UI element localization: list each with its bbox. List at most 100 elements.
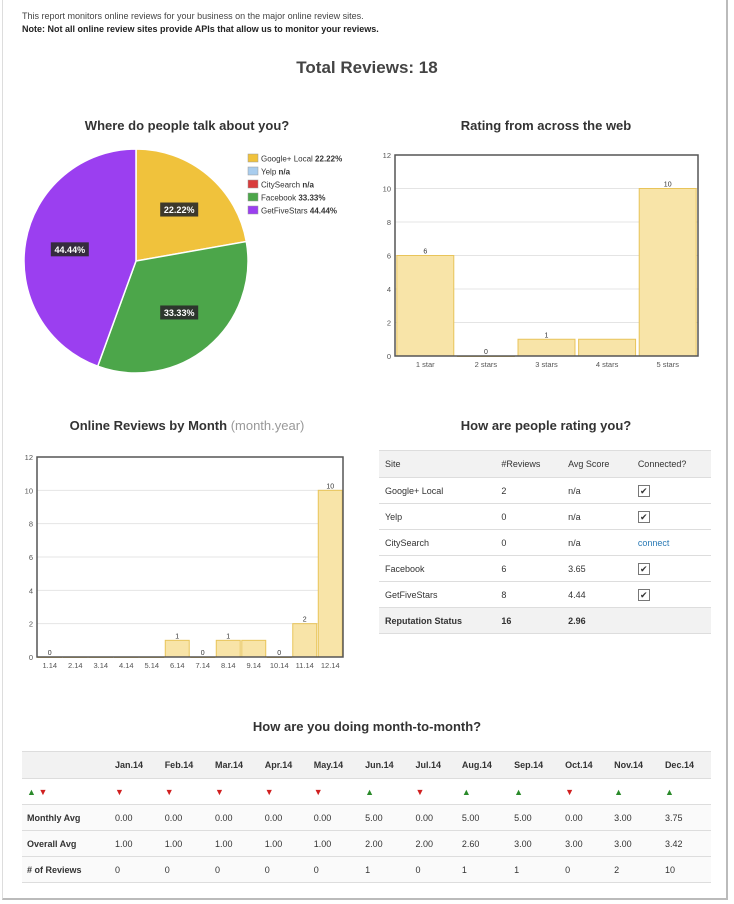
connected-cell: ✔ [631,503,711,530]
value-cell: 1.00 [159,830,211,857]
rating-ytick-0: 0 [387,352,391,361]
connected-checkbox[interactable]: ✔ [637,510,650,523]
value-cell: 5.00 [509,804,561,831]
pie-label-bg-0 [160,202,199,217]
value-cell: 1.00 [210,830,260,857]
monthly-xtick-0: 1.14 [42,661,57,670]
connected-checkbox[interactable]: ✔ [637,588,650,601]
trend-cell: ▼ [210,778,260,805]
monthly-xtick-7: 8.14 [221,661,236,670]
value-cell: 0 [560,856,610,883]
pie-legend-swatch-4 [247,205,259,215]
table-row: Facebook 6 3.65 ✔ [379,555,711,582]
pie-legend-item-4: GetFiveStars 44.44% [261,207,337,216]
pie-legend-item-2: CitySearch n/a [261,181,314,190]
reputation-label: Reputation Status [379,607,496,634]
value-cell: 0.00 [210,804,260,831]
reviews-cell: 2 [495,477,563,504]
mtm-month-header: Jul.14 [410,751,457,779]
pie-legend-item-0: Google+ Local 22.22% [261,155,342,164]
monthly-chart-title-text: Online Reviews by Month [69,418,228,433]
monthly-ytick-0: 0 [29,653,33,662]
monthly-bar-7 [215,639,241,658]
mtm-month-header: Oct.14 [560,751,610,779]
mtm-month-header: Nov.14 [609,751,660,779]
connect-link[interactable]: connect [637,537,670,548]
connected-checkbox[interactable]: ✔ [637,484,650,497]
monthly-value-label-9: 0 [277,650,281,657]
monthly-value-label-7: 1 [226,633,230,640]
value-cell: 0 [110,856,160,883]
rating-value-label-0: 6 [423,249,427,256]
pie-label-0: 22.22% [164,205,195,215]
monthly-ytick-4: 4 [29,586,33,595]
trend-up-icon: ▲ [27,786,36,797]
trend-cell: ▼ [308,778,361,805]
site-cell: Facebook [379,555,496,582]
rating-bar-2 [517,338,576,357]
rating-value-label-2: 1 [545,332,549,339]
connected-checkbox[interactable]: ✔ [637,562,650,575]
value-cell: 0.00 [110,804,160,831]
monthly-xtick-5: 6.14 [170,661,185,670]
value-cell: 5.00 [456,804,510,831]
site-cell: GetFiveStars [379,581,496,608]
monthly-xtick-10: 11.14 [296,661,314,670]
avg-score-cell: 4.44 [562,581,632,608]
mtm-month-header: May.14 [308,751,361,779]
monthly-ytick-2: 2 [29,620,33,629]
value-cell: 10 [659,856,711,883]
mtm-month-header: Aug.14 [456,751,510,779]
pie-chart-title: Where do people talk about you? [84,118,290,133]
pie-chart: 22.22% 33.33% 44.44% Google+ Local 22.22% Ye… [23,148,352,374]
monthly-xtick-8: 9.14 [246,661,261,670]
value-cell: 1 [360,856,411,883]
avg-score-cell: n/a [562,503,632,530]
pie-legend-item-1: Yelp n/a [261,168,291,177]
intro-note: Note: Not all online review sites provid… [22,24,379,34]
avg-score-cell: n/a [562,477,632,504]
trend-cell: ▼ [110,778,160,805]
connected-cell: connect [631,529,711,556]
rating-table: Site #Reviews Avg Score Connected? Google+ … [379,450,711,634]
rating-value-label-4: 10 [664,182,672,189]
monthly-ytick-10: 10 [25,486,33,495]
monthly-bar-11 [317,489,343,658]
value-cell: 1 [456,856,510,883]
reputation-reviews: 16 [495,607,563,634]
monthly-xtick-11: 12.14 [321,661,340,670]
monthly-ytick-12: 12 [25,453,33,462]
monthly-value-label-0: 0 [48,650,52,657]
pie-label-bg-3 [160,305,199,320]
intro-line-1: This report monitors online reviews for … [22,11,364,21]
trend-cell: ▲ [509,778,561,805]
rating-table-col-connected-: Connected? [631,450,711,478]
value-cell: 1.00 [308,830,361,857]
pie-slice-4 [23,148,137,368]
trend-up-icon: ▲ [664,786,674,797]
value-cell: 2.60 [456,830,510,857]
table-row: # of Reviews 0 0 0 0 0 1 0 1 1 0 2 10 [22,856,711,883]
trend-cell: ▼ [159,778,211,805]
mtm-month-header: Mar.14 [210,751,260,779]
value-cell: 3.42 [659,830,711,857]
rating-xtick-1: 2 stars [475,360,498,369]
rating-ytick-12: 12 [383,151,391,160]
pie-legend-swatch-0 [247,153,259,163]
value-cell: 1 [509,856,561,883]
trend-legend: ▲ ▼ [22,778,110,805]
total-reviews: Total Reviews: 18 [296,58,438,77]
trend-up-icon: ▲ [461,786,471,797]
trend-up-icon: ▲ [365,786,375,797]
reputation-status-row: Reputation Status 16 2.96 [379,607,711,634]
rating-xtick-3: 4 stars [596,360,619,369]
rating-ytick-8: 8 [387,218,391,227]
pie-label-3: 33.33% [164,308,195,318]
trend-down-icon: ▼ [164,786,174,797]
row-label: Overall Avg [22,830,110,857]
month-to-month-table: Jan.14 Feb.14 Mar.14 Apr.14 May.14 Jun.14 Jul.… [22,751,711,883]
monthly-xtick-2: 3.14 [93,661,108,670]
value-cell: 0 [259,856,309,883]
value-cell: 0.00 [159,804,211,831]
rating-xtick-4: 5 stars [656,360,679,369]
